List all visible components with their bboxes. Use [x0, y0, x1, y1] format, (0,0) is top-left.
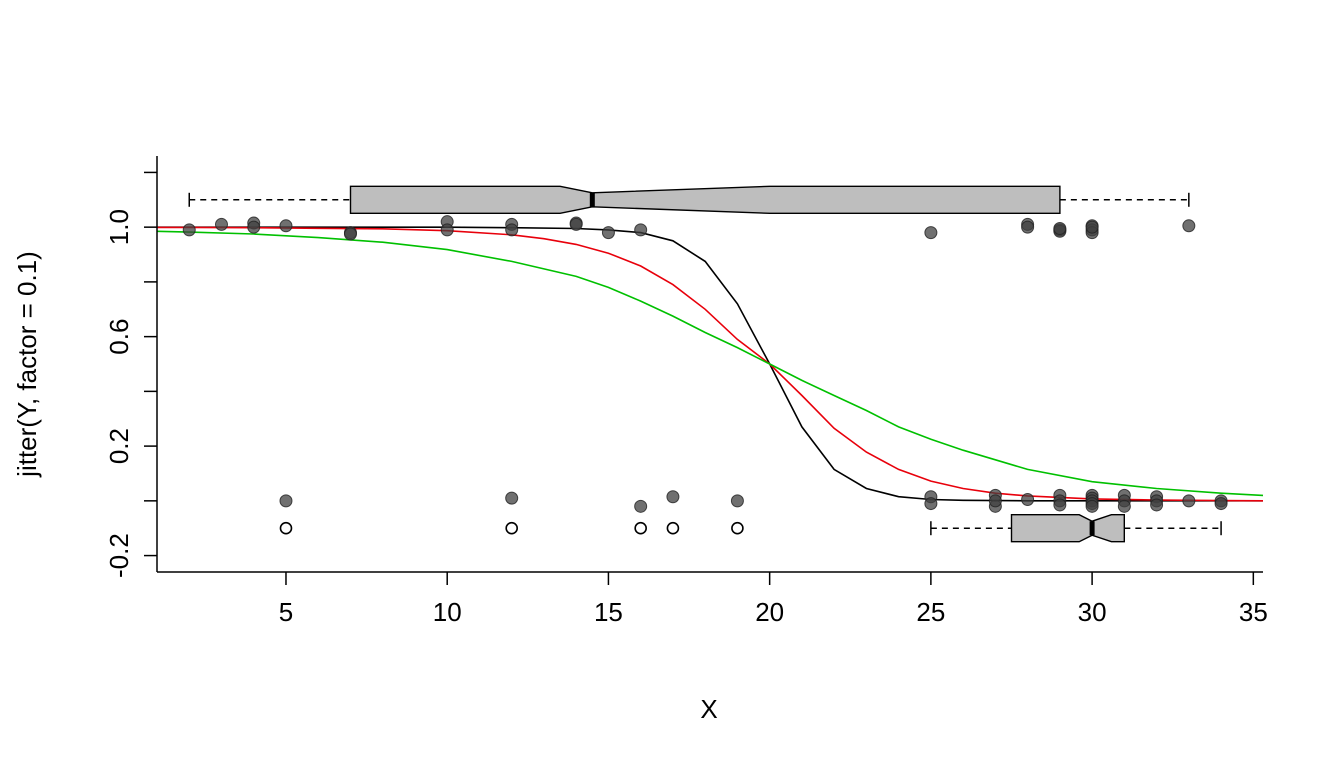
y-tick-label: 0.2	[104, 428, 134, 464]
open-point	[666, 521, 680, 535]
x-tick-label: 25	[916, 597, 945, 627]
x-tick-label: 5	[279, 597, 293, 627]
y-tick-label: 0.6	[104, 319, 134, 355]
data-point	[1085, 499, 1099, 513]
data-point	[1182, 219, 1196, 233]
x-tick-label: 10	[433, 597, 462, 627]
fitted-curve-black	[157, 226, 1263, 502]
y-axis-title: jitter(Y, factor = 0.1)	[12, 251, 42, 478]
data-points	[182, 215, 1228, 535]
data-point	[214, 217, 228, 231]
x-tick-label: 20	[755, 597, 784, 627]
data-point	[1182, 494, 1196, 508]
data-point	[505, 491, 519, 505]
data-point	[634, 499, 648, 513]
x-tick-label: 15	[594, 597, 623, 627]
data-point	[505, 223, 519, 237]
boxplot-box	[1010, 514, 1126, 543]
data-point	[182, 223, 196, 237]
data-point	[1053, 222, 1067, 236]
x-axis-title: X	[700, 694, 717, 724]
open-point	[731, 521, 744, 535]
data-point	[279, 494, 293, 508]
y-tick-label: 1.0	[104, 209, 134, 245]
data-point	[1150, 498, 1164, 512]
data-point	[988, 494, 1002, 508]
data-point	[666, 490, 680, 504]
boxplot-box	[349, 185, 1061, 215]
boxplots	[188, 185, 1222, 543]
data-point	[730, 494, 744, 508]
fitted-curve-red	[157, 226, 1264, 502]
data-point	[569, 217, 583, 231]
open-point	[505, 521, 518, 535]
data-point	[1214, 497, 1228, 511]
fitted-curve-green	[156, 230, 1264, 497]
data-point	[634, 223, 648, 237]
boxplot-group-y1	[188, 185, 1190, 215]
data-point	[1021, 492, 1035, 506]
x-tick-label: 30	[1078, 597, 1107, 627]
data-point	[247, 220, 261, 234]
data-point	[924, 226, 938, 240]
data-point	[601, 226, 615, 240]
data-point	[1021, 220, 1035, 234]
boxplot-group-y0	[930, 514, 1222, 543]
fitted-curves	[156, 226, 1264, 502]
open-point	[634, 521, 647, 535]
open-point	[279, 521, 293, 535]
data-point	[343, 227, 357, 241]
data-point	[279, 219, 293, 233]
y-tick-label: -0.2	[104, 533, 134, 578]
data-point	[924, 497, 938, 511]
data-point	[1117, 499, 1131, 513]
data-point	[1053, 498, 1067, 512]
x-tick-label: 35	[1239, 597, 1268, 627]
data-point	[440, 223, 454, 237]
axes: 5 10 15 20 25 30 35 -0.2 0.2 0.6 1.0	[104, 156, 1268, 627]
data-point	[1085, 220, 1099, 234]
